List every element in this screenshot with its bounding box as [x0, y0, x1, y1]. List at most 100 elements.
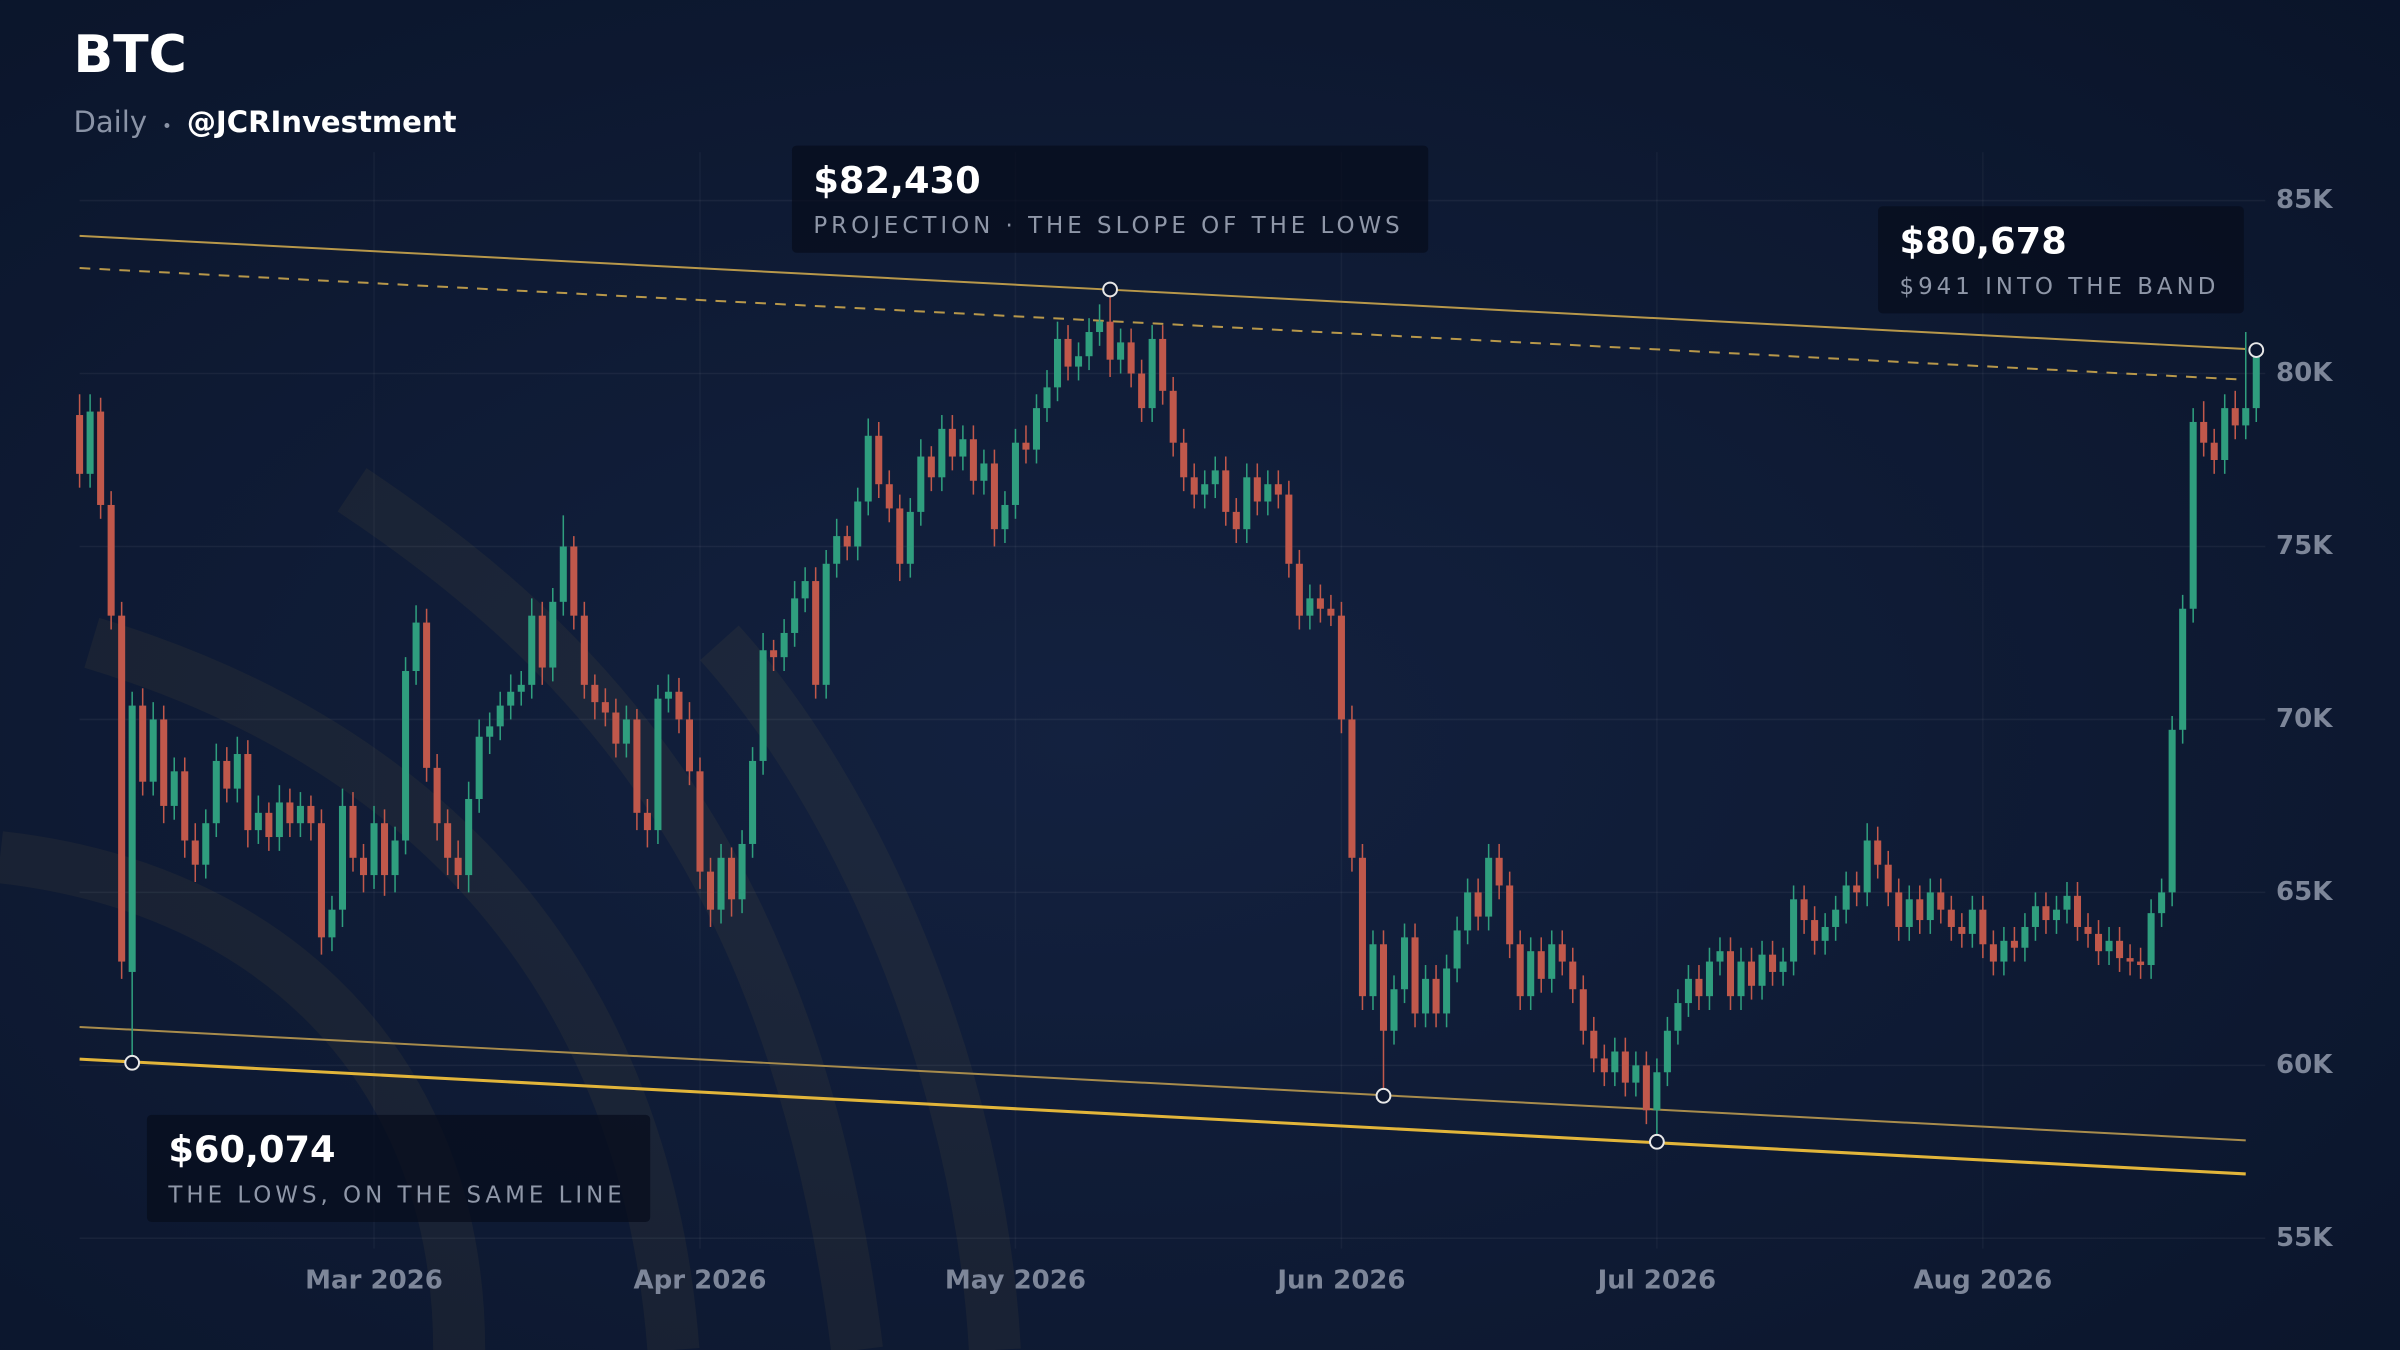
candle-body — [2010, 940, 2018, 948]
candle-body — [244, 754, 252, 831]
candle-body — [759, 650, 767, 761]
candle-body — [1285, 494, 1293, 564]
candle-body — [938, 428, 946, 478]
annotation: $60,074 THE LOWS, ON THE SAME LINE — [146, 1114, 651, 1222]
marker — [124, 1054, 141, 1071]
candle-body — [2073, 895, 2082, 927]
candle-body — [1464, 892, 1472, 931]
candle-body — [1800, 899, 1808, 921]
candle-body — [570, 546, 578, 616]
trendline — [79, 234, 2246, 350]
candle-body — [1337, 615, 1345, 720]
candle-body — [254, 812, 262, 831]
annotation-note: PROJECTION · THE SLOPE OF THE LOWS — [813, 213, 1403, 239]
candle-body — [1443, 968, 1451, 1014]
candle-body — [97, 411, 105, 505]
candle-body — [1169, 390, 1177, 443]
candle-body — [1642, 1065, 1650, 1111]
candle-body — [1064, 338, 1072, 367]
candle-body — [1916, 899, 1924, 921]
candle-body — [1211, 470, 1219, 485]
candle-body — [1485, 857, 1493, 917]
candle-body — [2210, 442, 2218, 461]
candle-body — [1979, 909, 1987, 945]
candle-body — [696, 771, 704, 872]
candle-body — [1537, 951, 1545, 979]
candle-body — [76, 415, 84, 474]
candle-body — [1558, 944, 1566, 962]
candle-body — [770, 650, 778, 658]
candle-body — [2126, 958, 2134, 962]
candle-body — [1516, 944, 1524, 997]
trendline — [79, 1057, 2246, 1176]
candle-body — [1306, 598, 1314, 616]
candle-body — [1148, 338, 1156, 409]
candle-body — [191, 840, 199, 865]
candle-body — [1411, 937, 1419, 1014]
candle-body — [1684, 978, 1692, 1004]
candle-body — [538, 615, 546, 668]
candle-body — [1569, 961, 1577, 990]
candle-body — [1905, 899, 1913, 927]
candle-body — [1705, 961, 1713, 997]
candle-body — [812, 581, 820, 685]
trendline — [79, 1025, 2246, 1142]
candle-body — [402, 671, 410, 841]
candle-body — [1032, 408, 1041, 450]
candle-body — [1590, 1030, 1598, 1059]
candle-body — [1958, 926, 1966, 934]
candle-body — [843, 536, 851, 547]
annotation-note: $941 INTO THE BAND — [1900, 274, 2220, 300]
marker — [1102, 281, 1118, 298]
candle-body — [622, 719, 630, 744]
candle-body — [875, 435, 883, 485]
annotation: $80,678 $941 INTO THE BAND — [1878, 206, 2244, 314]
candle-body — [286, 802, 294, 824]
watermark — [0, 468, 1021, 1350]
candle-body — [906, 511, 914, 564]
candle-body — [780, 632, 788, 658]
candle-body — [2242, 408, 2250, 426]
candle-body — [128, 705, 136, 972]
candle-body — [2252, 352, 2260, 409]
candle-body — [1548, 944, 1556, 979]
candle-body — [1327, 608, 1335, 616]
candle-body — [1811, 920, 1819, 941]
chart-title: BTC — [73, 25, 186, 85]
candle-body — [202, 823, 210, 865]
candle-body — [1011, 442, 1019, 505]
candle-body — [2221, 408, 2229, 461]
candle-body — [1726, 951, 1735, 997]
candle-body — [423, 622, 431, 768]
candle-body — [307, 805, 315, 824]
subtitle: Daily — [73, 105, 147, 139]
candle-body — [1138, 373, 1146, 409]
candle-body — [1506, 885, 1514, 945]
candle-body — [1874, 840, 1882, 865]
candle-body — [1853, 885, 1861, 893]
candle-body — [1884, 864, 1892, 893]
candle-body — [1937, 892, 1945, 910]
candle-body — [317, 823, 325, 938]
candle-body — [86, 411, 94, 474]
y-tick-label: 65K — [2276, 877, 2333, 907]
candle-body — [1201, 484, 1209, 495]
candle-body — [1632, 1065, 1640, 1083]
candle-body — [465, 798, 473, 876]
candle-body — [2095, 933, 2103, 952]
candle-body — [1737, 961, 1745, 997]
candle-body — [433, 767, 441, 824]
candle-body — [2168, 729, 2176, 893]
candle-body — [1022, 442, 1030, 450]
candle-body — [1053, 338, 1062, 388]
candle-body — [2158, 892, 2166, 914]
candle-body — [381, 823, 389, 876]
candle-body — [801, 581, 809, 599]
candle-body — [391, 840, 399, 876]
candle-body — [444, 823, 452, 858]
candle-body — [1253, 477, 1261, 502]
candle-body — [1842, 885, 1850, 910]
candle-body — [1947, 909, 1955, 927]
candle-body — [927, 456, 935, 478]
